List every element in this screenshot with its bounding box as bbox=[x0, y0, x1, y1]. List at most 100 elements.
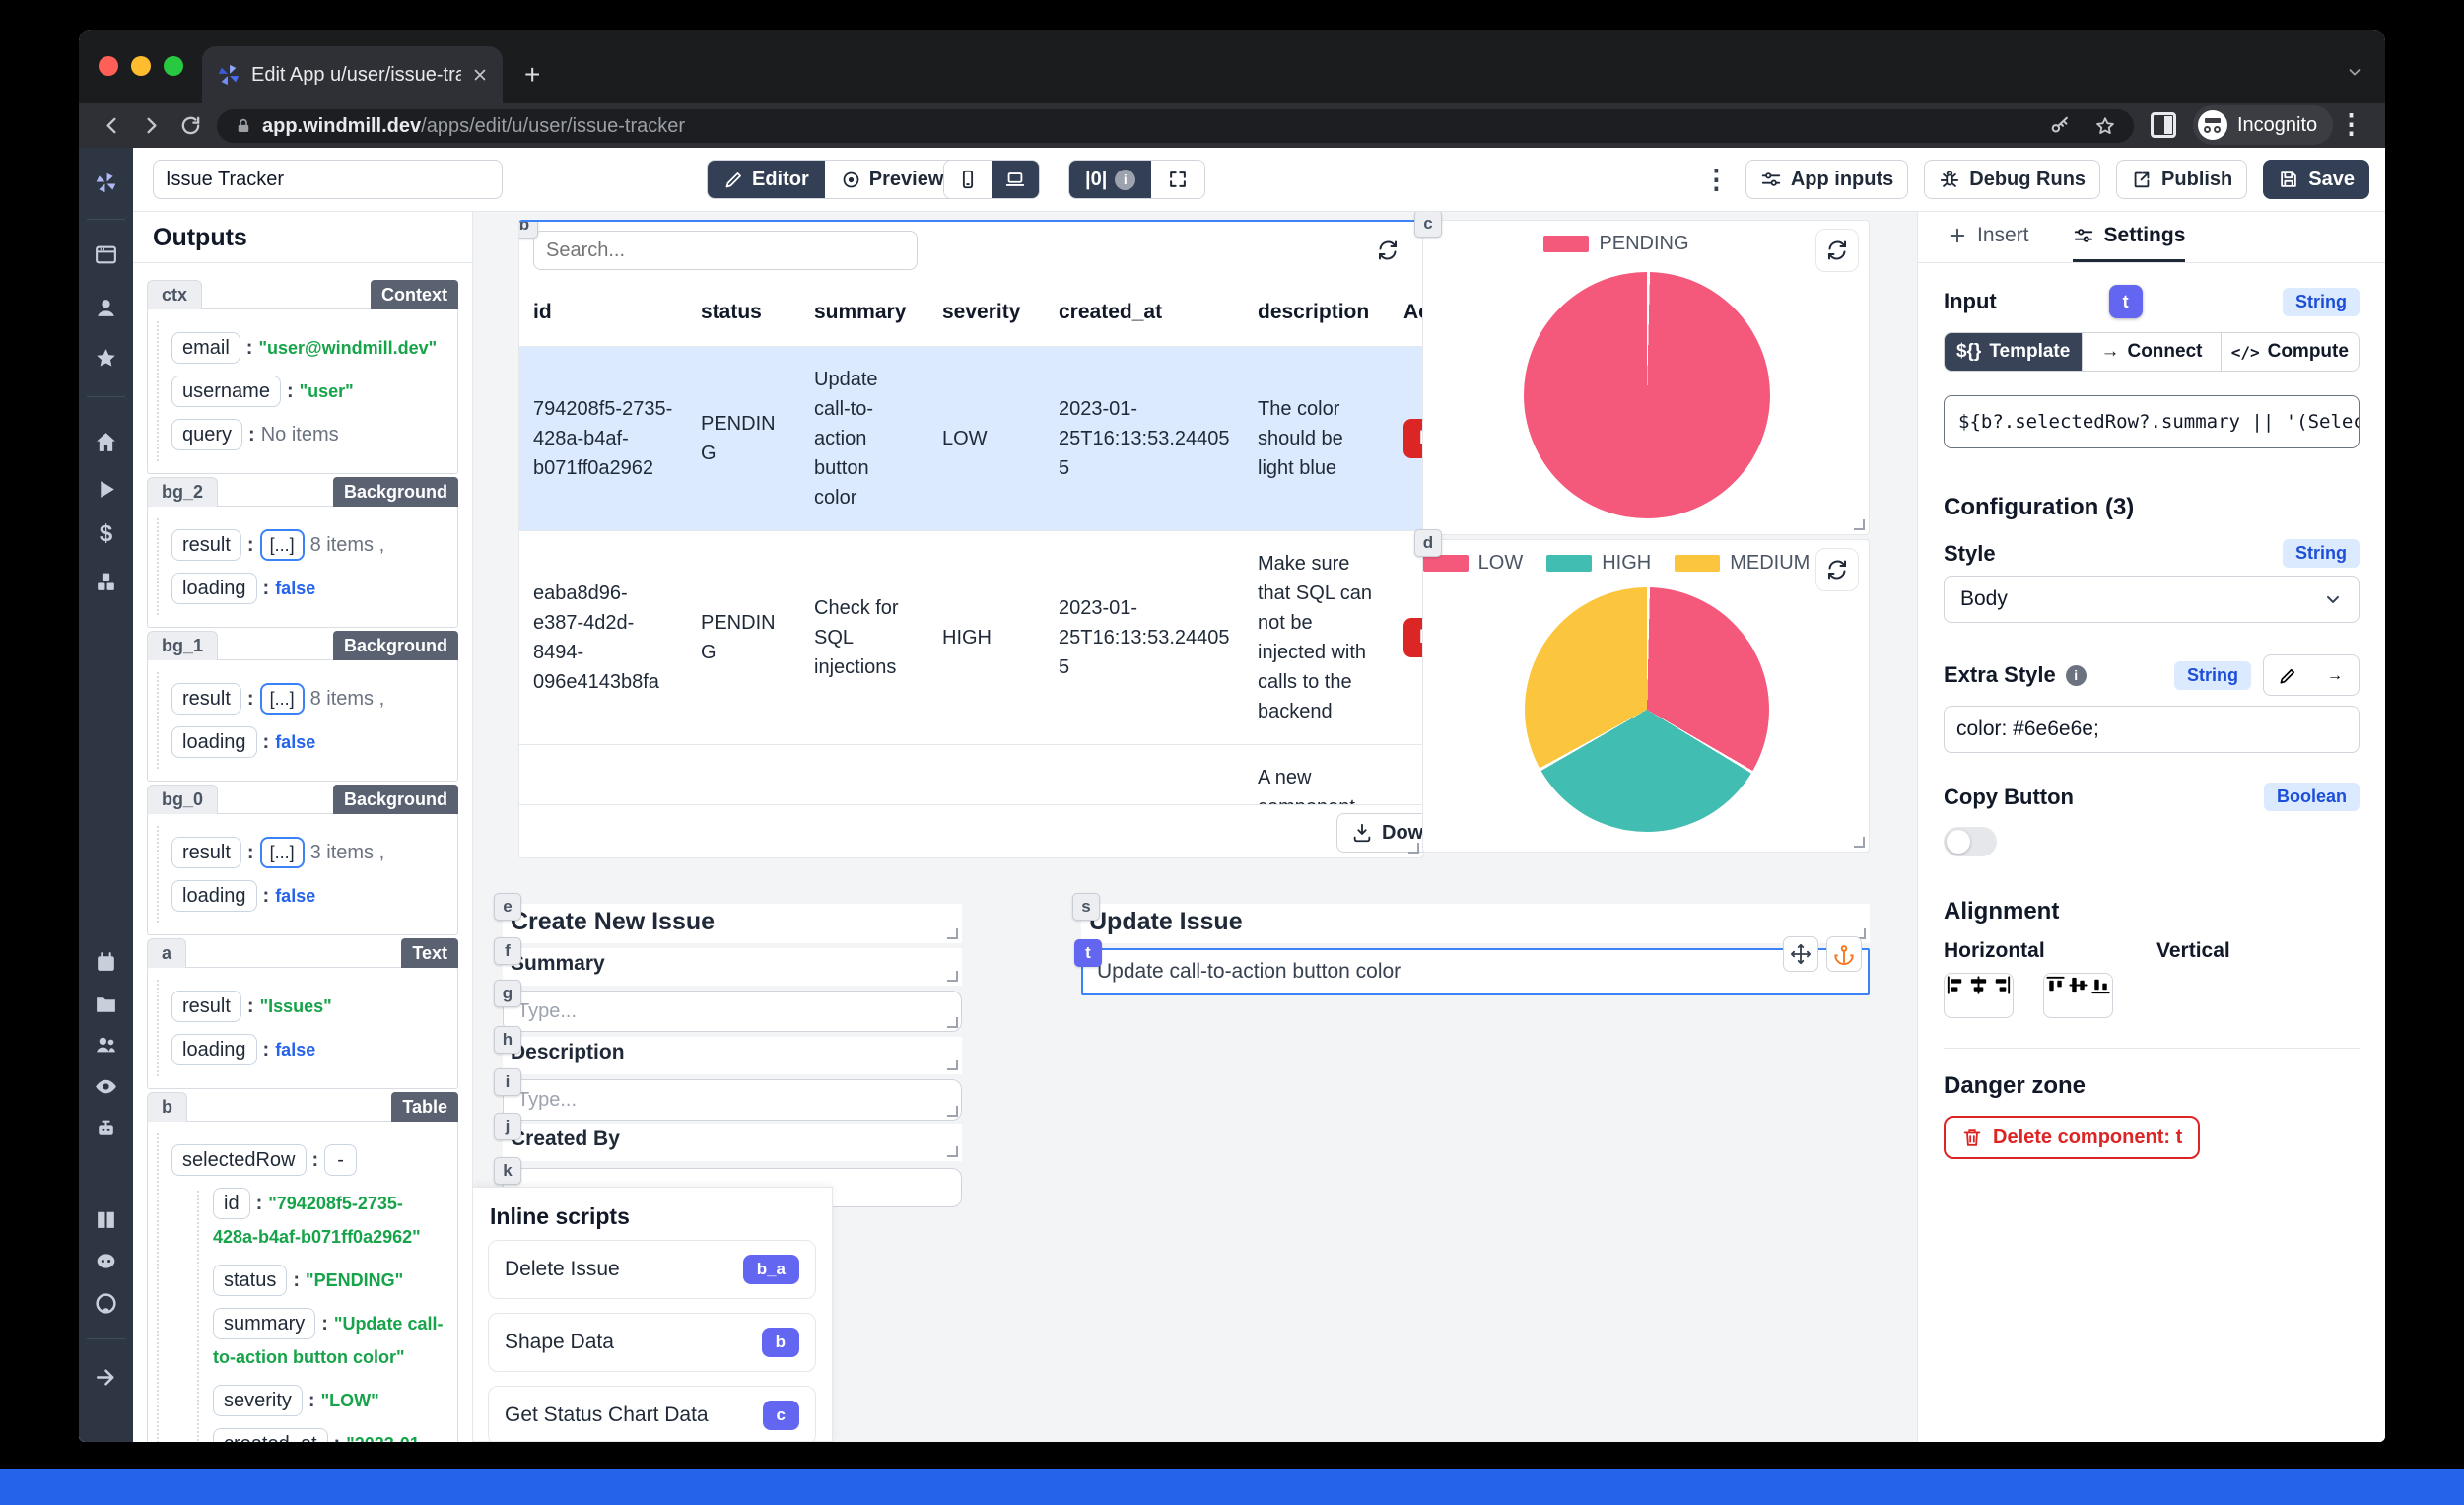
component-badge-t[interactable]: t bbox=[2108, 285, 2143, 318]
align-middle-button[interactable] bbox=[2067, 974, 2089, 1017]
browser-menu-icon[interactable]: ⋮ bbox=[2338, 109, 2364, 139]
bookmark-star-icon[interactable] bbox=[2094, 115, 2116, 137]
summary-input[interactable] bbox=[503, 991, 962, 1032]
script-item[interactable]: Delete Issue b_a bbox=[488, 1240, 816, 1299]
json-key[interactable]: result bbox=[171, 837, 241, 868]
chart-refresh-button[interactable] bbox=[1815, 548, 1859, 591]
rail-star-icon[interactable] bbox=[94, 346, 118, 371]
json-key[interactable]: loading bbox=[171, 1034, 257, 1065]
summary-input-component[interactable]: g bbox=[494, 980, 962, 1032]
script-item[interactable]: Shape Data b bbox=[488, 1313, 816, 1372]
rail-home-icon[interactable] bbox=[94, 430, 118, 454]
description-input-component[interactable]: i bbox=[494, 1068, 962, 1121]
rail-user-icon[interactable] bbox=[94, 296, 118, 320]
output-card-bg2[interactable]: bg_2 Background result: [...] 8 items , lo… bbox=[147, 477, 458, 628]
forward-icon[interactable] bbox=[140, 114, 163, 137]
output-card-table-b[interactable]: b Table selectedRow: - id: "794208f5-2735-… bbox=[147, 1092, 458, 1442]
connect-mode-tab[interactable]: → Connect bbox=[2082, 333, 2221, 371]
traffic-light-close[interactable] bbox=[99, 56, 118, 76]
component-tag-d[interactable]: d bbox=[1414, 529, 1442, 557]
summary-label-component[interactable]: f Summary bbox=[494, 937, 962, 986]
save-button[interactable]: Save bbox=[2263, 160, 2369, 199]
windmill-logo[interactable] bbox=[94, 171, 118, 195]
update-issue-heading-component[interactable]: s Update Issue bbox=[1072, 893, 1870, 943]
align-left-button[interactable] bbox=[1945, 974, 1967, 1017]
browser-tab[interactable]: Edit App u/user/issue-tracker | bbox=[202, 46, 503, 103]
rail-book-icon[interactable] bbox=[94, 1207, 118, 1232]
col-header-description[interactable]: description bbox=[1244, 279, 1390, 347]
legend-item[interactable]: PENDING bbox=[1543, 233, 1689, 255]
json-key[interactable]: selectedRow bbox=[171, 1144, 307, 1176]
status-pie-chart-component[interactable]: c PENDING bbox=[1414, 212, 1870, 535]
json-key[interactable]: result bbox=[171, 529, 241, 561]
component-tag-i[interactable]: i bbox=[494, 1068, 521, 1096]
url-bar[interactable]: app.windmill.dev/apps/edit/u/user/issue-… bbox=[217, 109, 2134, 143]
app-canvas[interactable]: b id status summary severity created_at bbox=[473, 212, 1917, 1442]
json-array-chip[interactable]: [...] bbox=[259, 837, 305, 868]
tab-insert[interactable]: Insert bbox=[1948, 212, 2029, 262]
rail-app-window-icon[interactable] bbox=[94, 242, 118, 267]
json-array-chip[interactable]: [...] bbox=[259, 529, 305, 561]
table-refresh-button[interactable] bbox=[1366, 229, 1409, 272]
json-key[interactable]: summary bbox=[213, 1308, 316, 1339]
info-icon[interactable]: i bbox=[2065, 664, 2087, 686]
output-card-bg0[interactable]: bg_0 Background result: [...] 3 items , lo… bbox=[147, 785, 458, 935]
output-card-a[interactable]: a Text result: "Issues" loading: false bbox=[147, 938, 458, 1089]
publish-button[interactable]: Publish bbox=[2116, 160, 2248, 199]
json-key[interactable]: email bbox=[171, 332, 240, 364]
tab-search-chevron-icon[interactable] bbox=[2346, 63, 2363, 81]
col-header-severity[interactable]: severity bbox=[928, 279, 1045, 347]
desktop-view-button[interactable] bbox=[992, 161, 1039, 198]
template-mode-tab[interactable]: ${} Template bbox=[1945, 333, 2083, 371]
json-key[interactable]: loading bbox=[171, 726, 257, 758]
rail-collapse-arrow-icon[interactable] bbox=[94, 1365, 118, 1390]
template-expression-input[interactable]: ${b?.selectedRow?.summary || '(Select a … bbox=[1944, 395, 2360, 448]
debug-runs-button[interactable]: Debug Runs bbox=[1924, 160, 2101, 199]
col-header-status[interactable]: status bbox=[687, 279, 800, 347]
more-menu-icon[interactable]: ⋮ bbox=[1702, 164, 1730, 194]
rail-dollar-icon[interactable]: $ bbox=[99, 520, 113, 547]
traffic-light-minimize[interactable] bbox=[131, 56, 151, 76]
col-header-action[interactable]: Action bbox=[1390, 279, 1423, 347]
rail-github-icon[interactable] bbox=[94, 1291, 118, 1316]
tab-settings[interactable]: Settings bbox=[2072, 212, 2186, 262]
rail-boxes-icon[interactable] bbox=[94, 570, 118, 594]
json-key[interactable]: id bbox=[213, 1188, 250, 1219]
col-header-id[interactable]: id bbox=[519, 279, 687, 347]
table-component[interactable]: b id status summary severity created_at bbox=[518, 220, 1424, 858]
copy-button-toggle[interactable] bbox=[1944, 827, 1997, 856]
new-tab-button[interactable]: + bbox=[524, 59, 541, 90]
move-handle[interactable] bbox=[1783, 936, 1818, 972]
edit-mode-button[interactable] bbox=[2264, 655, 2311, 696]
component-tag-g[interactable]: g bbox=[494, 980, 521, 1007]
reload-icon[interactable] bbox=[179, 114, 202, 137]
json-key[interactable]: result bbox=[171, 991, 241, 1022]
table-row-selected[interactable]: 794208f5-2735-428a-b4af-b071ff0a2962 PEND… bbox=[519, 346, 1423, 531]
rail-calendar-icon[interactable] bbox=[94, 950, 118, 975]
output-card-bg1[interactable]: bg_1 Background result: [...] 8 items , lo… bbox=[147, 631, 458, 782]
component-tag-k[interactable]: k bbox=[494, 1157, 521, 1185]
rail-eye-icon[interactable] bbox=[94, 1074, 118, 1099]
preview-tab[interactable]: Preview bbox=[824, 161, 960, 198]
table-search-input[interactable] bbox=[533, 231, 918, 270]
align-bottom-button[interactable] bbox=[2089, 974, 2112, 1017]
align-top-button[interactable] bbox=[2044, 974, 2067, 1017]
key-icon[interactable] bbox=[2049, 115, 2071, 137]
component-tag-c[interactable]: c bbox=[1414, 212, 1442, 238]
json-key[interactable]: severity bbox=[213, 1385, 303, 1416]
rail-robot-icon[interactable] bbox=[94, 1117, 118, 1141]
json-key[interactable]: created_at bbox=[213, 1428, 328, 1442]
compute-mode-tab[interactable]: </> Compute bbox=[2220, 333, 2359, 371]
component-tag-t-selected[interactable]: t bbox=[1074, 939, 1102, 967]
table-row[interactable]: eaba8d96-e387-4d2d-8494-096e4143b8fa PEND… bbox=[519, 530, 1423, 745]
editor-tab[interactable]: Editor bbox=[708, 161, 825, 198]
delete-row-button[interactable]: Delete bbox=[1403, 618, 1423, 657]
output-card-ctx[interactable]: ctx Context email: "user@windmill.dev" us… bbox=[147, 280, 458, 474]
json-key[interactable]: query bbox=[171, 419, 243, 450]
component-tag-s[interactable]: s bbox=[1072, 893, 1100, 921]
rail-discord-icon[interactable] bbox=[94, 1249, 118, 1273]
chart-refresh-button[interactable] bbox=[1815, 229, 1859, 272]
traffic-light-zoom[interactable] bbox=[164, 56, 183, 76]
legend-item[interactable]: MEDIUM bbox=[1675, 552, 1810, 575]
update-issue-text-component[interactable]: t Update call-to-action button color bbox=[1074, 936, 1870, 995]
